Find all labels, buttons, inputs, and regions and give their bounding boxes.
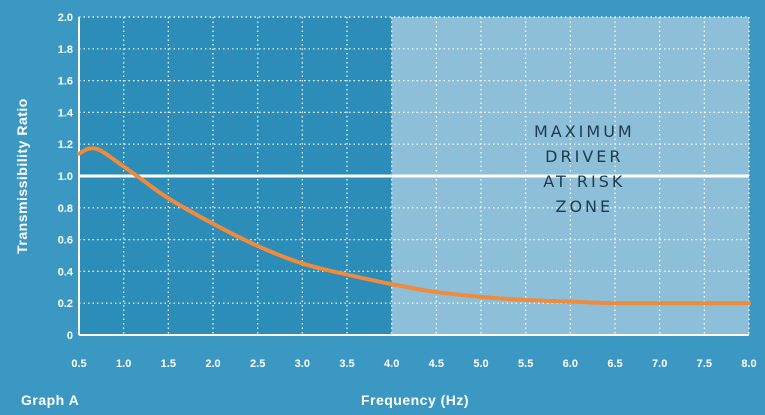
y-tick-label: 0.4 [58, 266, 74, 278]
risk-zone-label-line: DRIVER [545, 147, 623, 166]
y-axis-title: Transmissibility Ratio [14, 98, 30, 254]
x-axis-title: Frequency (Hz) [361, 392, 469, 408]
y-tick-label: 0.2 [58, 298, 73, 310]
y-tick-label: 1.4 [58, 107, 74, 119]
x-tick-label: 2.0 [205, 358, 220, 370]
x-tick-labels: 0.5 1.0 1.5 2.0 2.5 3.0 3.5 4.0 4.5 5.0 5.5 6.0 6.5 7… [71, 358, 756, 370]
x-tick-label: 6.5 [607, 358, 622, 370]
y-tick-labels: 0 0.2 0.4 0.6 0.8 1.0 1.2 1.4 1.6 1.8 2.0 [58, 12, 74, 342]
x-tick-label: 7.0 [652, 358, 667, 370]
x-tick-label: 1.5 [161, 358, 176, 370]
x-tick-label: 3.5 [339, 358, 354, 370]
y-tick-label: 0.6 [58, 235, 73, 247]
x-tick-label: 0.5 [71, 358, 86, 370]
x-tick-label: 6.0 [563, 358, 578, 370]
x-tick-label: 7.5 [697, 358, 712, 370]
x-tick-label: 3.0 [295, 358, 310, 370]
y-tick-label: 2.0 [58, 12, 73, 24]
y-tick-label: 0 [67, 330, 73, 342]
x-tick-label: 8.0 [741, 358, 756, 370]
x-tick-label: 2.5 [250, 358, 265, 370]
risk-zone-label-line: ZONE [556, 197, 614, 216]
risk-zone-label: MAXIMUM DRIVER AT RISK ZONE [534, 122, 635, 216]
graph-label: Graph A [21, 392, 79, 408]
risk-zone-label-line: MAXIMUM [534, 122, 635, 141]
y-tick-label: 1.8 [58, 44, 73, 56]
x-tick-label: 4.5 [429, 358, 444, 370]
y-tick-label: 1.0 [58, 171, 73, 183]
x-tick-label: 5.5 [518, 358, 533, 370]
risk-zone-label-line: AT RISK [543, 172, 625, 191]
x-tick-label: 4.0 [384, 358, 399, 370]
x-tick-label: 5.0 [473, 358, 488, 370]
y-tick-label: 0.8 [58, 203, 73, 215]
series-line [77, 146, 751, 306]
x-tick-label: 1.0 [116, 358, 131, 370]
y-tick-label: 1.6 [58, 76, 73, 88]
y-tick-label: 1.2 [58, 139, 73, 151]
